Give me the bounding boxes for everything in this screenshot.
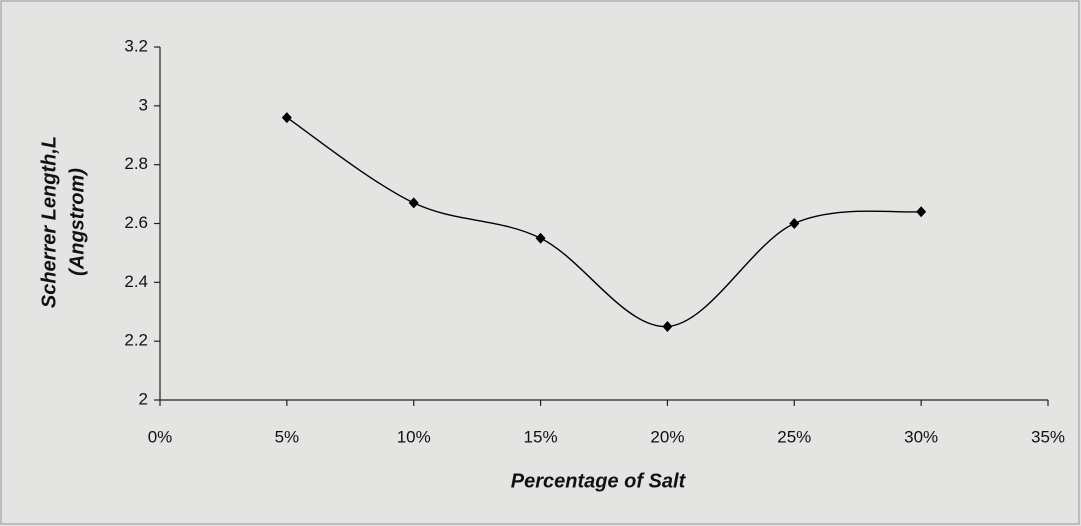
y-tick-label: 2	[139, 389, 148, 408]
y-axis-title: Scherrer Length,L	[38, 136, 60, 308]
y-tick-label: 3.2	[124, 36, 148, 55]
x-tick-label: 5%	[275, 427, 300, 446]
y-tick-label: 3	[139, 95, 148, 114]
y-tick-label: 2.2	[124, 331, 148, 350]
line	[286, 117, 922, 328]
y-tick-label: 2.6	[124, 213, 148, 232]
x-tick-label: 35%	[1031, 427, 1065, 446]
x-axis-title: Percentage of Salt	[511, 470, 687, 492]
x-tick-label: 0%	[148, 427, 173, 446]
x-tick-label: 25%	[777, 427, 811, 446]
marker	[916, 206, 927, 218]
marker	[281, 112, 292, 124]
y-axis-title: (Angstrom)	[66, 168, 88, 276]
y-tick-label: 2.8	[124, 154, 148, 173]
marker	[662, 320, 673, 332]
y-tick-label: 2.4	[124, 272, 148, 291]
x-tick-label: 30%	[904, 427, 938, 446]
x-tick-label: 15%	[524, 427, 558, 446]
marker	[408, 197, 419, 209]
marker	[535, 232, 546, 244]
x-tick-label: 10%	[397, 427, 431, 446]
x-tick-label: 20%	[650, 427, 684, 446]
marker	[789, 218, 800, 229]
